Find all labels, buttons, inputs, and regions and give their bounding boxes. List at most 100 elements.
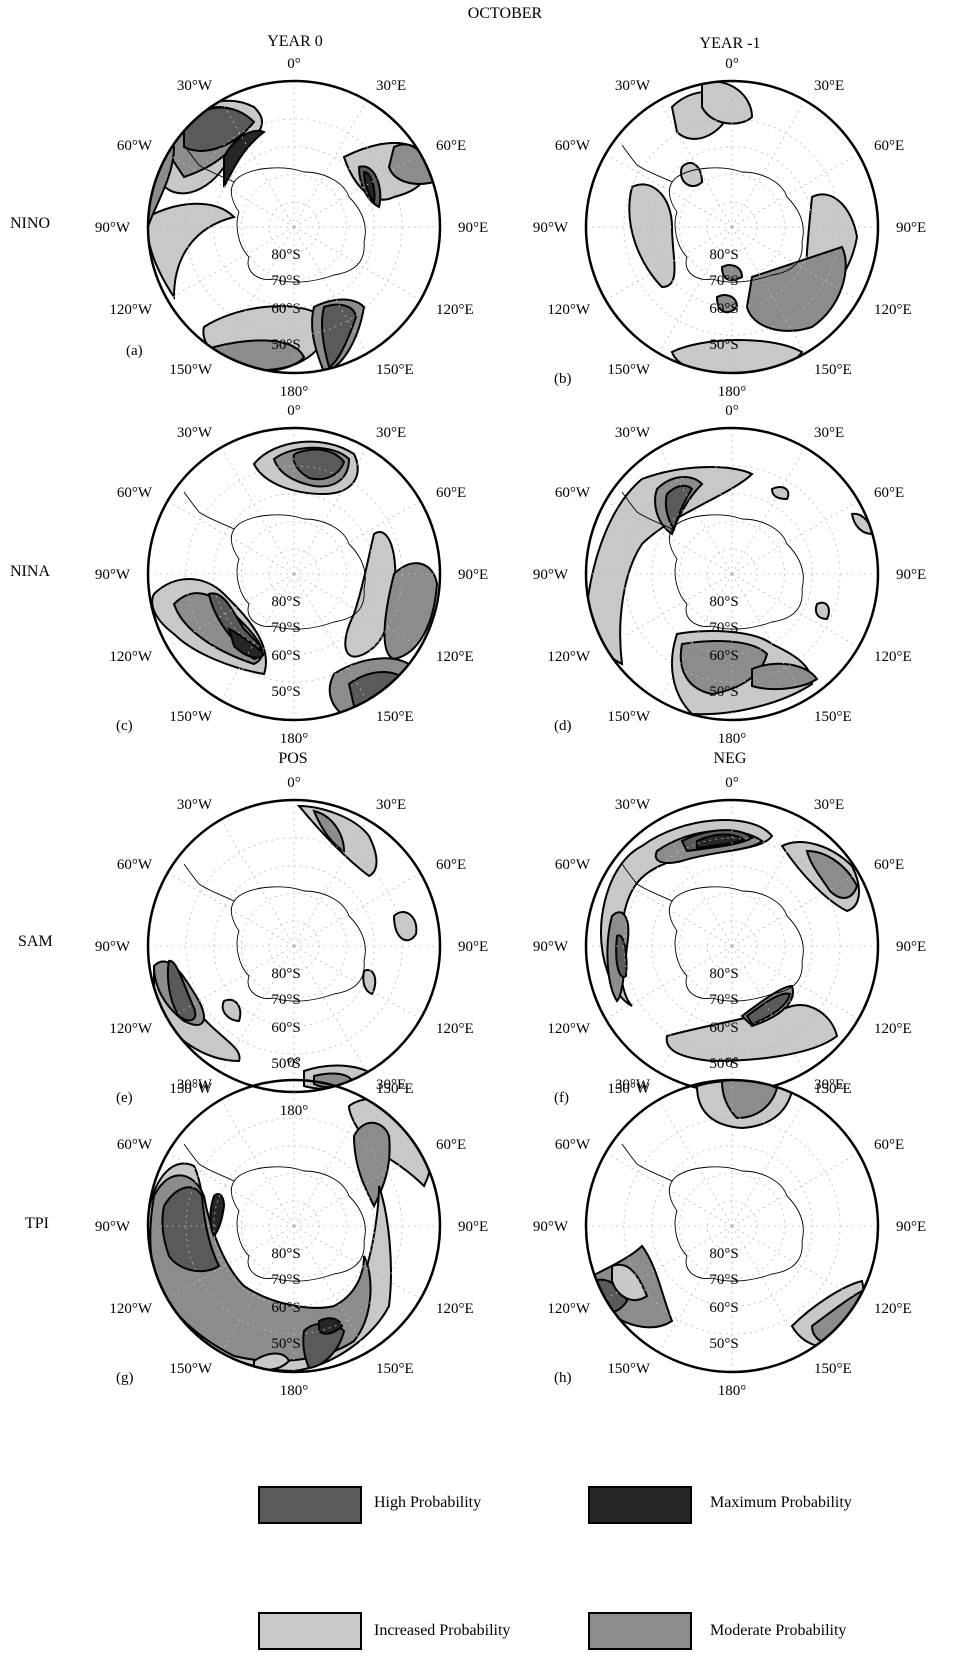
longitude-label: 120°W bbox=[109, 1301, 152, 1317]
meridian-line bbox=[658, 1225, 733, 1353]
latitude-label: 70°S bbox=[271, 620, 300, 636]
antarctica-coastline bbox=[183, 863, 366, 1002]
longitude-label: 0° bbox=[725, 403, 739, 419]
row-label-sam: SAM bbox=[18, 933, 53, 950]
latitude-label: 50°S bbox=[709, 1056, 738, 1072]
longitude-label: 30°W bbox=[177, 797, 213, 813]
latitude-ring bbox=[241, 521, 347, 627]
moderate-probability-region bbox=[720, 264, 744, 281]
latitude-label: 70°S bbox=[709, 992, 738, 1008]
longitude-label: 180° bbox=[280, 384, 309, 400]
latitude-ring bbox=[241, 174, 347, 280]
latitude-label: 70°S bbox=[709, 1272, 738, 1288]
latitude-label: 70°S bbox=[271, 1272, 300, 1288]
latitude-label: 60°S bbox=[709, 1300, 738, 1316]
latitude-label: 60°S bbox=[709, 301, 738, 317]
map-panel-e: 0°30°E60°E90°E120°E150°E180°150°W120°W90… bbox=[95, 775, 488, 1119]
map-panel-a: 0° 30°E 60°E 90°E 120°E 150°E 180° 150°W 120°W 90… bbox=[95, 56, 488, 400]
latitude-ring bbox=[213, 146, 375, 308]
meridian-line bbox=[293, 872, 421, 947]
longitude-label: 120°E bbox=[874, 1301, 912, 1317]
legend-swatch-moderate bbox=[588, 1612, 692, 1650]
maximum-probability-region bbox=[362, 170, 376, 205]
increased-probability-region bbox=[814, 601, 830, 621]
longitude-label: 120°W bbox=[547, 1301, 590, 1317]
longitude-label: 60°E bbox=[436, 485, 466, 501]
meridian-line bbox=[731, 1152, 859, 1227]
longitude-label: 30°E bbox=[814, 78, 844, 94]
meridian-line bbox=[220, 447, 295, 575]
legend-label-moderate: Moderate Probability bbox=[710, 1622, 847, 1639]
longitude-label: 0° bbox=[725, 775, 739, 791]
latitude-ring bbox=[651, 865, 813, 1027]
increased-probability-region bbox=[680, 162, 704, 187]
column-header-pos: POS bbox=[278, 750, 308, 767]
longitude-label: 30°W bbox=[177, 1077, 213, 1093]
latitude-label: 50°S bbox=[271, 337, 300, 353]
latitude-label: 50°S bbox=[709, 1336, 738, 1352]
meridian-line bbox=[167, 945, 295, 1020]
meridian-line bbox=[220, 819, 295, 947]
longitude-label: 30°W bbox=[177, 425, 213, 441]
longitude-label: 30°W bbox=[615, 425, 651, 441]
meridian-line bbox=[658, 100, 733, 228]
panel-letter: (d) bbox=[554, 718, 572, 734]
latitude-ring bbox=[241, 893, 347, 999]
longitude-label: 30°E bbox=[376, 1077, 406, 1093]
longitude-label: 150°E bbox=[814, 1081, 852, 1097]
longitude-label: 180° bbox=[718, 731, 747, 747]
longitude-label: 180° bbox=[280, 1383, 309, 1399]
map-panel-g: 0° 30°E 60°E 90°E 120°E 150°E 180° 150°W 120°W 90… bbox=[95, 1055, 488, 1399]
longitude-label: 0° bbox=[287, 775, 301, 791]
high-probability-region bbox=[664, 484, 694, 532]
maximum-probability-region bbox=[227, 627, 266, 659]
increased-probability-region bbox=[221, 998, 242, 1023]
longitude-label: 180° bbox=[280, 731, 309, 747]
figure-title: OCTOBER bbox=[467, 5, 543, 22]
antarctica-coastline bbox=[183, 1143, 366, 1282]
increased-probability-region bbox=[586, 466, 754, 666]
longitude-label: 90°W bbox=[95, 1219, 131, 1235]
row-label-tpi: TPI bbox=[25, 1215, 49, 1232]
meridian-line bbox=[167, 573, 295, 648]
latitude-label: 60°S bbox=[271, 301, 300, 317]
panel-letter: (e) bbox=[116, 1090, 133, 1106]
meridian-line bbox=[605, 153, 733, 228]
latitude-ring bbox=[679, 1173, 785, 1279]
latitude-label: 70°S bbox=[709, 273, 738, 289]
latitude-label: 60°S bbox=[709, 648, 738, 664]
latitude-ring bbox=[679, 521, 785, 627]
latitude-ring bbox=[651, 493, 813, 655]
maximum-probability-region bbox=[209, 1193, 226, 1238]
map-boundary-circle bbox=[146, 1078, 442, 1374]
high-probability-region bbox=[320, 303, 358, 369]
latitude-ring bbox=[679, 174, 785, 280]
latitude-label: 50°S bbox=[271, 684, 300, 700]
latitude-label: 80°S bbox=[271, 1246, 300, 1262]
meridian-line bbox=[731, 573, 806, 701]
longitude-label: 90°W bbox=[533, 1219, 569, 1235]
longitude-label: 60°E bbox=[436, 857, 466, 873]
meridian-line bbox=[658, 819, 733, 947]
maximum-probability-region bbox=[223, 129, 266, 188]
meridian-line bbox=[658, 1099, 733, 1227]
meridian-line bbox=[605, 573, 733, 648]
meridian-line bbox=[293, 226, 368, 354]
longitude-label: 0° bbox=[287, 1055, 301, 1071]
latitude-label: 70°S bbox=[709, 620, 738, 636]
meridian-line bbox=[167, 1152, 295, 1227]
longitude-label: 150°E bbox=[376, 1081, 414, 1097]
meridian-line bbox=[220, 945, 295, 1073]
latitude-ring bbox=[241, 1173, 347, 1279]
meridian-line bbox=[293, 1099, 368, 1227]
legend-label-high: High Probability bbox=[374, 1494, 482, 1511]
longitude-label: 120°W bbox=[109, 302, 152, 318]
longitude-label: 90°W bbox=[533, 939, 569, 955]
longitude-label: 60°W bbox=[555, 857, 591, 873]
meridian-line bbox=[293, 1225, 421, 1300]
moderate-probability-region bbox=[312, 809, 346, 853]
increased-probability-region bbox=[148, 202, 236, 301]
latitude-label: 50°S bbox=[271, 1056, 300, 1072]
longitude-label: 30°E bbox=[376, 78, 406, 94]
high-probability-region bbox=[161, 1186, 221, 1273]
